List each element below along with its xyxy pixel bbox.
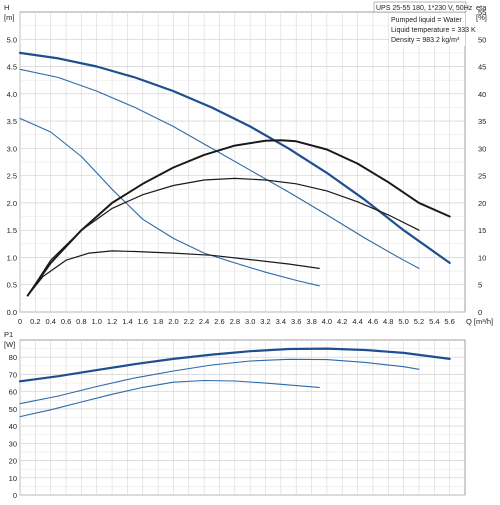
p1-tick-label: 30 <box>9 439 17 448</box>
power-curve-1 <box>19 358 420 405</box>
head-curve-0 <box>18 51 451 264</box>
p1-tick-label: 60 <box>9 388 17 397</box>
y-tick-label: 3.5 <box>7 117 17 126</box>
y2-axis-label: eta <box>476 3 487 12</box>
x-tick-label: 3.8 <box>306 317 316 326</box>
y2-tick-label: 50 <box>478 35 486 44</box>
x-tick-label: 5.4 <box>429 317 439 326</box>
p1-tick-label: 80 <box>9 353 17 362</box>
x-tick-label: 4.0 <box>322 317 332 326</box>
x-tick-label: 3.2 <box>260 317 270 326</box>
chart-title: UPS 25-55 180, 1*230 V, 50Hz <box>376 5 473 12</box>
x-axis-label: Q [m³/h] <box>466 317 493 326</box>
y-tick-label: 2.0 <box>7 199 17 208</box>
y-tick-label: 5.0 <box>7 35 17 44</box>
x-tick-label: 4.6 <box>368 317 378 326</box>
x-tick-label: 2.4 <box>199 317 209 326</box>
info-line: Density = 983.2 kg/m³ <box>391 37 460 44</box>
y-tick-label: 4.5 <box>7 63 17 72</box>
x-tick-label: 0.6 <box>61 317 71 326</box>
p1-tick-label: 20 <box>9 457 17 466</box>
y-axis-unit: [m] <box>4 13 14 22</box>
x-tick-label: 1.0 <box>92 317 102 326</box>
x-tick-label: 3.0 <box>245 317 255 326</box>
y2-tick-label: 0 <box>478 308 482 317</box>
x-tick-label: 0.2 <box>30 317 40 326</box>
info-line: Pumped liquid = Water <box>391 17 462 24</box>
y2-tick-label: 20 <box>478 199 486 208</box>
power-curve-2 <box>19 379 320 418</box>
x-tick-label: 4.8 <box>383 317 393 326</box>
x-tick-label: 5.2 <box>414 317 424 326</box>
y2-tick-label: 35 <box>478 117 486 126</box>
y2-tick-label: 10 <box>478 253 486 262</box>
efficiency-curve-4 <box>27 177 420 297</box>
y-tick-label: 4.0 <box>7 90 17 99</box>
power-curve-0 <box>18 347 451 383</box>
y2-tick-label: 30 <box>478 144 486 153</box>
info-line: Liquid temperature = 333 K <box>391 27 476 34</box>
x-tick-label: 0 <box>18 317 22 326</box>
y2-tick-label: 25 <box>478 172 486 181</box>
y2-tick-label: 45 <box>478 63 486 72</box>
y-tick-label: 0.5 <box>7 281 17 290</box>
x-tick-label: 1.2 <box>107 317 117 326</box>
x-tick-label: 3.6 <box>291 317 301 326</box>
p1-tick-label: 70 <box>9 370 17 379</box>
x-tick-label: 2.6 <box>214 317 224 326</box>
x-tick-label: 2.8 <box>230 317 240 326</box>
y-tick-label: 1.5 <box>7 226 17 235</box>
p1-tick-label: 0 <box>13 491 17 500</box>
p1-tick-label: 40 <box>9 422 17 431</box>
x-tick-label: 0.4 <box>45 317 55 326</box>
p1-axis-unit: [W] <box>4 340 15 349</box>
y-tick-label: 3.0 <box>7 144 17 153</box>
y2-tick-label: 40 <box>478 90 486 99</box>
title-box <box>373 1 467 13</box>
y-tick-label: 2.5 <box>7 172 17 181</box>
y-tick-label: 1.0 <box>7 253 17 262</box>
y-axis-label: H <box>4 3 9 12</box>
y2-tick-label: 55 <box>478 8 486 17</box>
x-tick-label: 4.4 <box>352 317 362 326</box>
x-tick-label: 2.0 <box>168 317 178 326</box>
info-box <box>389 13 465 46</box>
y2-tick-label: 5 <box>478 281 482 290</box>
x-tick-label: 1.6 <box>138 317 148 326</box>
p1-tick-label: 50 <box>9 405 17 414</box>
y-tick-label: 0.0 <box>7 308 17 317</box>
head-curve-1 <box>19 68 420 269</box>
y2-tick-label: 15 <box>478 226 486 235</box>
p1-tick-label: 10 <box>9 474 17 483</box>
x-tick-label: 5.0 <box>398 317 408 326</box>
p1-axis-label: P1 <box>4 330 13 339</box>
x-tick-label: 1.4 <box>122 317 132 326</box>
x-tick-label: 5.6 <box>444 317 454 326</box>
y2-axis-unit: [%] <box>476 13 487 22</box>
head-curve-2 <box>19 117 320 287</box>
x-tick-label: 1.8 <box>153 317 163 326</box>
efficiency-curve-5 <box>27 250 320 297</box>
x-tick-label: 0.8 <box>76 317 86 326</box>
efficiency-curve-3 <box>26 139 451 297</box>
x-tick-label: 2.2 <box>184 317 194 326</box>
x-tick-label: 3.4 <box>276 317 286 326</box>
x-tick-label: 4.2 <box>337 317 347 326</box>
